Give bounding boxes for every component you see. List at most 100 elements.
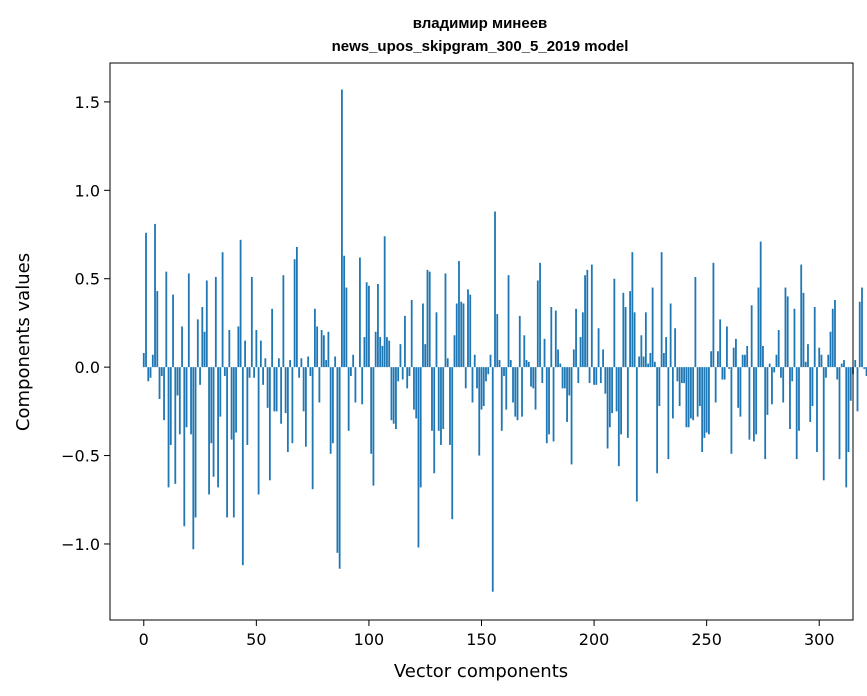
bar-286 [786,296,789,368]
bar-304 [827,354,830,368]
x-tick-label-200: 200 [579,630,610,649]
bar-40 [232,367,235,518]
bar-179 [545,367,548,444]
bar-112 [395,367,397,430]
bar-73 [307,356,310,368]
bar-71 [302,367,305,412]
bar-92 [350,367,352,376]
bar-245 [694,276,697,368]
y-tick-label-4: −0.5 [61,447,100,466]
bar-76 [313,308,316,368]
bar-196 [584,275,586,368]
bar-39 [230,367,233,440]
bar-43 [239,239,242,368]
bar-258 [723,367,726,380]
y-tick-label-2: 0.5 [75,270,100,289]
bar-103 [374,331,377,368]
bar-87 [338,367,341,569]
bar-158 [498,360,501,368]
bar-202 [597,328,600,368]
bar-186 [561,367,564,389]
bar-176 [539,262,541,368]
x-tick-label-300: 300 [804,630,835,649]
bar-235 [671,367,674,419]
bar-296 [809,367,812,422]
bar-80 [322,335,325,368]
bar-30 [210,367,213,444]
bar-2 [147,367,150,382]
bar-139 [455,303,458,368]
bar-154 [489,354,492,368]
bar-281 [775,354,778,368]
y-tick-label-5: −1.0 [61,535,100,554]
bar-97 [361,367,364,405]
bar-208 [611,367,613,414]
bar-307 [834,299,836,368]
bar-214 [624,307,627,368]
y-axis-ticks: 1.5 1.0 0.5 0.0 −0.5 −1.0 [61,93,110,554]
bar-252 [710,351,713,368]
bar-312 [845,367,848,488]
bar-148 [476,367,478,389]
bar-138 [453,335,456,368]
bar-62 [282,275,285,368]
bar-7 [158,367,161,399]
bar-83 [329,367,332,454]
bar-175 [536,280,539,368]
bar-155 [491,367,494,592]
bar-98 [363,337,366,368]
bar-300 [818,347,821,368]
x-tick-label-250: 250 [691,630,722,649]
bar-136 [449,367,451,445]
bar-163 [509,360,512,368]
bar-204 [602,349,604,368]
bar-193 [577,367,580,384]
bar-120 [413,367,415,410]
bar-161 [505,367,508,410]
bar-46 [246,367,249,445]
bar-198 [588,367,591,384]
bar-54 [264,358,267,368]
bar-150 [480,367,483,410]
bar-279 [771,367,773,405]
y-tick-label-1: 1.0 [75,181,100,200]
bar-185 [559,363,562,368]
x-tick-label-100: 100 [354,630,385,649]
bar-157 [496,314,499,368]
bar-240 [683,367,686,384]
bar-256 [719,319,722,368]
bar-249 [703,367,706,438]
bar-278 [768,363,771,368]
bar-311 [843,360,845,368]
bar-96 [359,257,361,368]
bar-141 [460,301,463,368]
bar-231 [662,352,665,368]
bar-171 [527,361,530,368]
bar-126 [426,269,429,368]
bar-272 [755,367,758,435]
bar-102 [372,367,375,486]
bar-285 [784,287,787,368]
bar-94 [354,367,357,403]
bar-287 [789,367,791,430]
bar-50 [255,330,258,368]
bar-9 [163,367,165,421]
bar-316 [854,360,857,368]
bar-227 [653,361,656,368]
bar-15 [176,367,179,396]
bar-17 [181,326,183,368]
bar-89 [343,255,346,368]
bar-164 [512,367,514,403]
bar-305 [829,331,832,368]
bar-216 [629,291,631,368]
bar-206 [606,367,609,449]
bar-308 [836,367,839,380]
bar-259 [726,326,728,368]
bar-224 [647,363,650,368]
bar-100 [368,285,370,368]
bar-152 [485,367,487,382]
bar-172 [530,367,532,387]
bar-56 [268,367,271,481]
bar-65 [289,360,292,368]
bar-280 [773,367,776,373]
